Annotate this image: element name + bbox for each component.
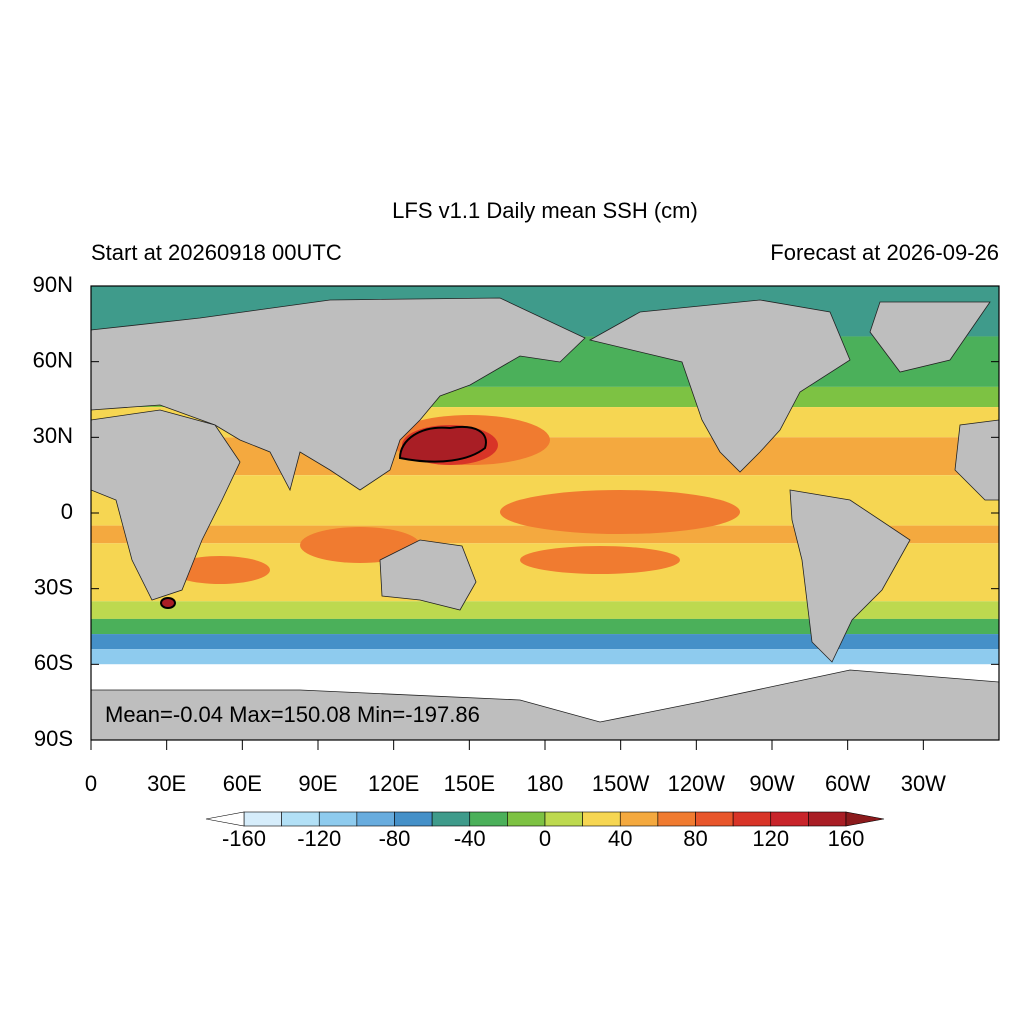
colorbar-box xyxy=(808,811,847,827)
stats-annotation: Mean=-0.04 Max=150.08 Min=-197.86 xyxy=(105,702,480,727)
colorbar-box xyxy=(544,811,583,827)
max-region xyxy=(160,425,498,609)
max-contour xyxy=(160,597,176,609)
ocean-anomaly xyxy=(170,556,270,584)
x-tick-label: 30W xyxy=(901,771,946,796)
colorbar-tick-label: -80 xyxy=(379,826,411,851)
colorbar-tick-label: 40 xyxy=(608,826,632,851)
colorbar-tick-label: 0 xyxy=(539,826,551,851)
eurasia xyxy=(91,297,586,492)
x-tick-label: 150W xyxy=(592,771,650,796)
colorbar-box xyxy=(356,811,395,827)
ocean-band xyxy=(91,634,999,650)
colorbar-tick-label: 120 xyxy=(752,826,789,851)
subtitle-left: Start at 20260918 00UTC xyxy=(91,240,342,265)
y-tick-label: 0 xyxy=(61,499,73,524)
colorbar-box xyxy=(507,811,546,827)
subtitle-right: Forecast at 2026-09-26 xyxy=(770,240,999,265)
max-contour xyxy=(398,426,487,463)
x-tick-label: 180 xyxy=(527,771,564,796)
y-tick-label: 60N xyxy=(33,347,73,372)
africa xyxy=(91,409,241,601)
colorbar-box xyxy=(318,811,358,827)
x-tick-label: 0 xyxy=(85,771,97,796)
colorbar-tick-label: -40 xyxy=(454,826,486,851)
colorbar-tick-label: -120 xyxy=(297,826,341,851)
x-tick-label: 120E xyxy=(368,771,419,796)
x-tick-label: 150E xyxy=(444,771,495,796)
ocean-anomaly xyxy=(520,546,680,574)
colorbar-box xyxy=(695,811,734,827)
colorbar-box xyxy=(582,811,621,827)
x-tick-label: 60E xyxy=(223,771,262,796)
colorbar-tick-label: 160 xyxy=(828,826,865,851)
colorbar-box xyxy=(431,811,471,827)
ocean-band xyxy=(91,601,999,619)
x-tick-label: 120W xyxy=(668,771,726,796)
antarctica xyxy=(91,669,999,740)
colorbar-low xyxy=(205,811,245,827)
y-tick-label: 30S xyxy=(34,574,73,599)
chart-title: LFS v1.1 Daily mean SSH (cm) xyxy=(392,198,698,223)
x-tick-label: 30E xyxy=(147,771,186,796)
y-tick-label: 90N xyxy=(33,272,73,297)
colorbar-tick-label: 80 xyxy=(683,826,707,851)
ocean-band xyxy=(91,649,999,665)
colorbar-box xyxy=(394,811,433,827)
ocean-band xyxy=(91,618,999,635)
colorbar-box xyxy=(619,811,659,827)
land xyxy=(91,297,999,740)
ocean-anomaly xyxy=(500,490,740,534)
x-tick-label: 90W xyxy=(749,771,794,796)
ocean-anomaly xyxy=(300,527,420,563)
y-tick-label: 90S xyxy=(34,726,73,751)
australia xyxy=(379,539,477,611)
colorbar-box xyxy=(770,811,809,827)
colorbar-box xyxy=(469,811,508,827)
y-tick-label: 60S xyxy=(34,650,73,675)
colorbar-box xyxy=(657,811,696,827)
colorbar-box xyxy=(243,811,282,827)
x-tick-label: 90E xyxy=(298,771,337,796)
north-america xyxy=(588,299,851,473)
colorbar-high xyxy=(845,811,885,827)
colorbar-box xyxy=(732,811,772,827)
colorbar-box xyxy=(281,811,320,827)
south-america xyxy=(789,489,911,663)
greenland xyxy=(869,301,991,373)
y-tick-label: 30N xyxy=(33,423,73,448)
africa-west xyxy=(954,419,999,501)
colorbar-tick-label: -160 xyxy=(222,826,266,851)
x-tick-label: 60W xyxy=(825,771,870,796)
